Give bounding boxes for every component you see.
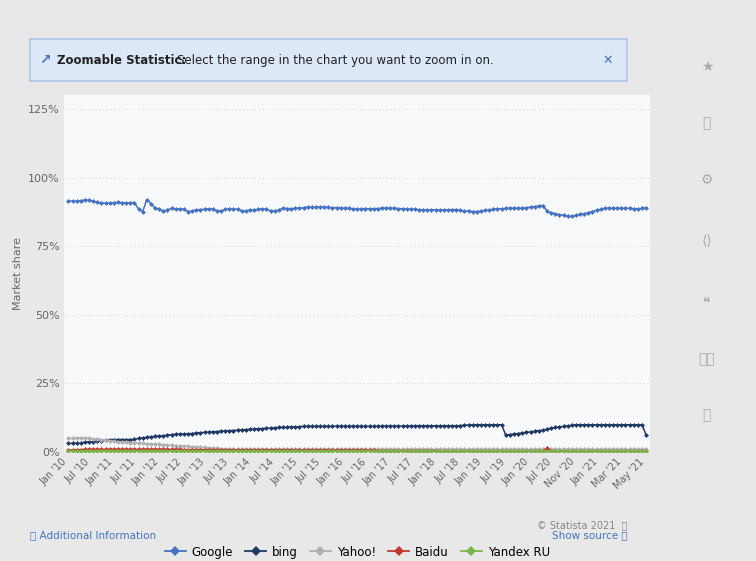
Text: 🔔: 🔔 [702, 117, 711, 130]
Text: ✕: ✕ [602, 54, 612, 67]
Text: ★: ★ [701, 61, 713, 74]
Text: ⎙: ⎙ [702, 408, 711, 422]
Text: Select the range in the chart you want to zoom in on.: Select the range in the chart you want t… [177, 54, 494, 67]
Text: Zoomable Statistic:: Zoomable Statistic: [57, 54, 187, 67]
Text: ⚙: ⚙ [701, 173, 713, 186]
Y-axis label: Market share: Market share [14, 237, 23, 310]
Text: 🇫🇷: 🇫🇷 [699, 352, 715, 366]
Text: ⟨⟩: ⟨⟩ [702, 234, 712, 248]
Text: © Statista 2021  🏳: © Statista 2021 🏳 [537, 520, 627, 530]
Text: Show source 🛈: Show source 🛈 [552, 530, 627, 540]
Legend: Google, bing, Yahoo!, Baidu, Yandex RU: Google, bing, Yahoo!, Baidu, Yandex RU [160, 541, 555, 561]
Text: ❝: ❝ [703, 296, 711, 310]
Text: 🛈 Additional Information: 🛈 Additional Information [30, 530, 156, 540]
Text: ↗: ↗ [39, 53, 51, 67]
